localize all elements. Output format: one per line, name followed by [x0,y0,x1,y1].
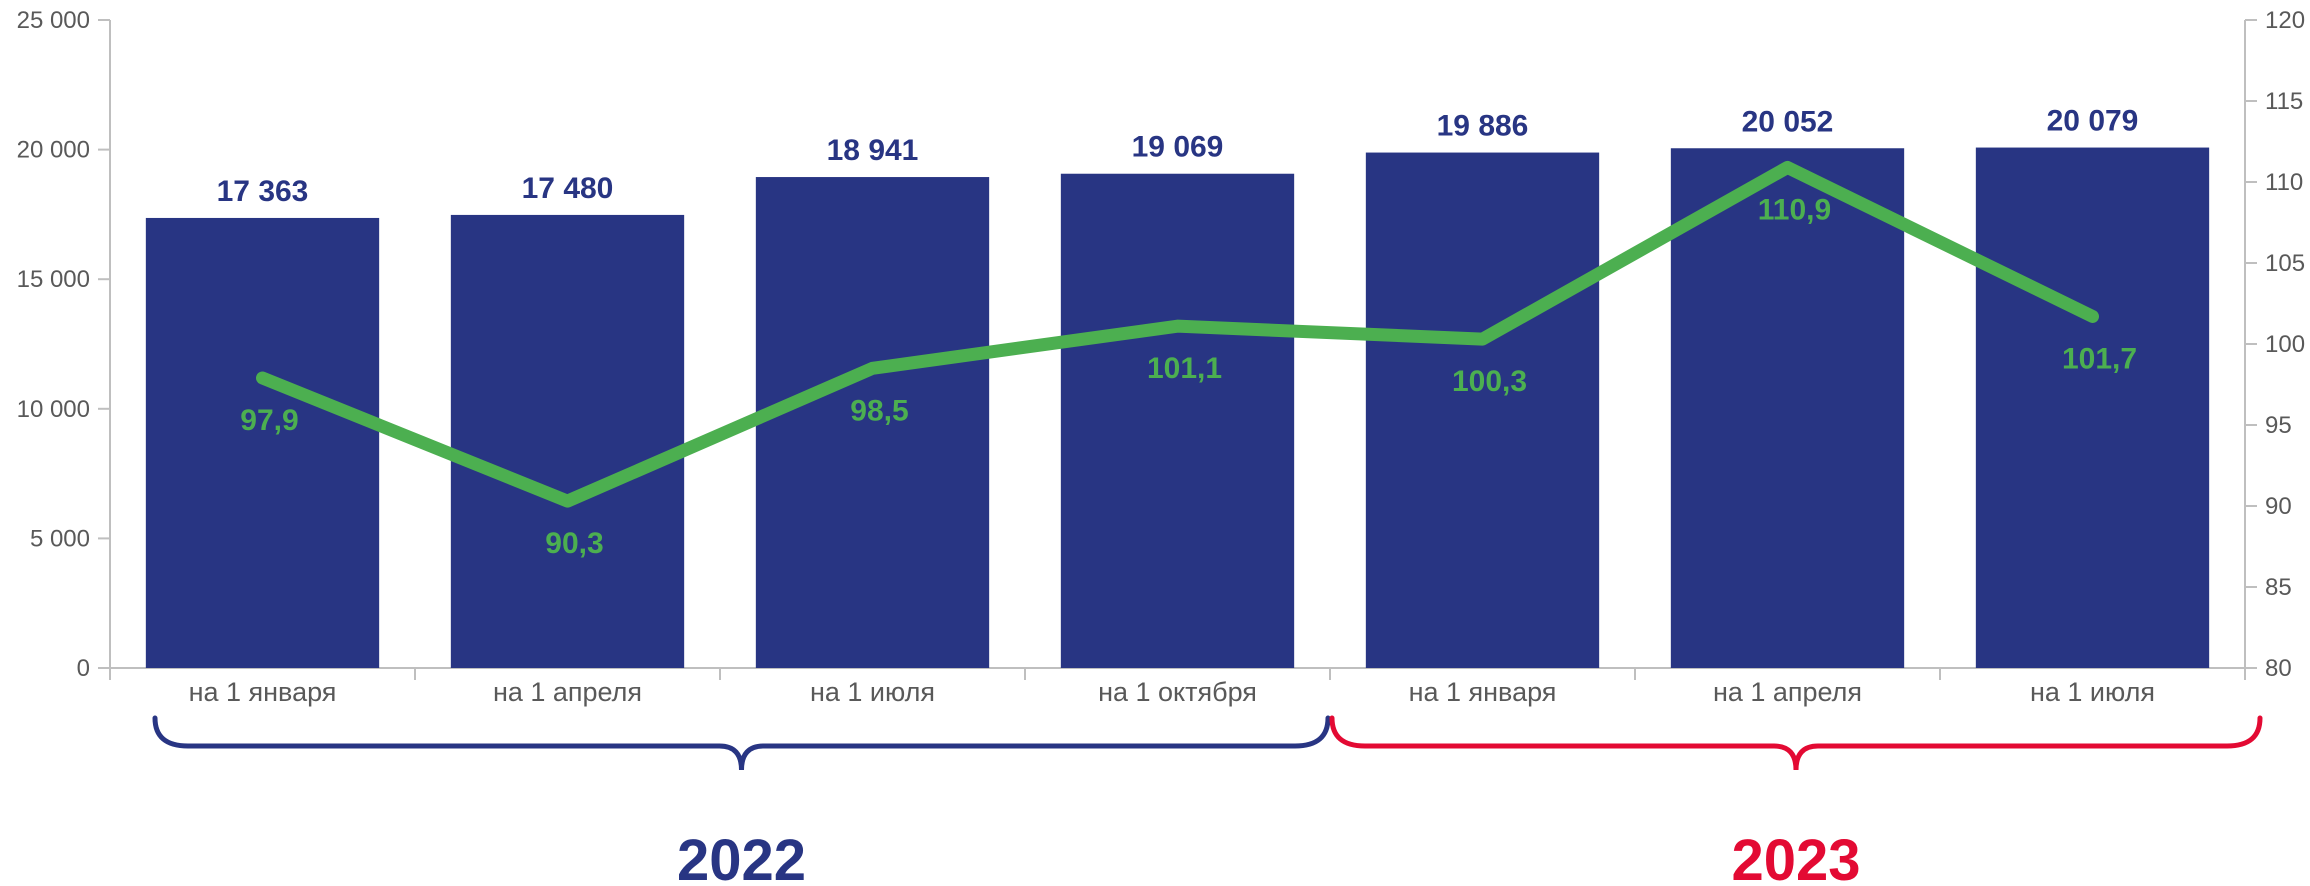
bar-value-label: 17 480 [522,172,614,205]
category-label: на 1 октября [1098,677,1257,707]
line-point [1786,166,1789,169]
bars [145,147,2210,669]
right-axis-tick-label: 85 [2265,574,2292,601]
category-label: на 1 января [1409,677,1557,707]
year-groups: 2022 2023 [152,715,2263,886]
year-brace [152,715,1331,771]
line-value-label: 101,7 [2062,342,2137,375]
bar [1365,152,1600,669]
bar [145,217,380,668]
left-axis-tick-label: 5 000 [30,525,90,552]
line-point [2091,315,2094,318]
left-axis-tick-label: 15 000 [17,266,90,293]
line-value-label: 101,1 [1147,352,1222,385]
data-labels: 17 363 17 480 18 941 19 069 19 886 20 052 20 0… [217,105,2139,561]
year-brace [1329,715,2263,771]
bar-value-label: 19 886 [1437,110,1529,143]
line-point [871,367,874,370]
left-axis-tick-label: 0 [77,655,90,682]
line-value-label: 98,5 [850,394,908,427]
category-label: на 1 июля [810,677,935,707]
right-axis-tick-label: 95 [2265,412,2292,439]
year-label: 2022 [677,828,806,886]
right-axis-tick-label: 115 [2265,88,2303,115]
right-axis-tick-label: 90 [2265,493,2292,520]
right-axis-tick-label: 105 [2265,250,2305,277]
bar [1670,148,1905,668]
line-value-label: 97,9 [240,404,298,437]
category-label: на 1 июля [2030,677,2155,707]
bar-value-label: 20 052 [1742,105,1834,138]
line-value-label: 100,3 [1452,365,1527,398]
line-point [1481,338,1484,341]
category-label: на 1 апреля [493,677,642,707]
right-axis-tick-label: 100 [2265,331,2305,358]
right-axis-tick-label: 110 [2265,169,2303,196]
line-point [566,500,569,503]
line-point [1176,325,1179,328]
axes: 0 5 000 10 000 15 000 20 000 25 000 80 85 90 95 10… [17,7,2305,707]
left-axis-tick-label: 10 000 [17,396,90,423]
right-axis-tick-label: 120 [2265,7,2305,34]
bar-value-label: 20 079 [2047,105,2139,138]
bar [1975,147,2210,669]
line-point [261,377,264,380]
bar-value-label: 18 941 [827,134,919,167]
bar [755,177,990,668]
line-series [256,160,2099,508]
category-label: на 1 апреля [1713,677,1862,707]
left-axis-tick-label: 20 000 [17,137,90,164]
year-label: 2023 [1731,828,1860,886]
line-value-label: 90,3 [545,527,603,560]
bar [450,214,685,668]
bar-value-label: 17 363 [217,175,309,208]
category-label: на 1 января [189,677,337,707]
bar [1060,173,1295,669]
bar-value-label: 19 069 [1132,131,1224,164]
left-axis-tick-label: 25 000 [17,7,90,34]
line-value-label: 110,9 [1758,193,1831,226]
right-axis-tick-label: 80 [2265,655,2292,682]
